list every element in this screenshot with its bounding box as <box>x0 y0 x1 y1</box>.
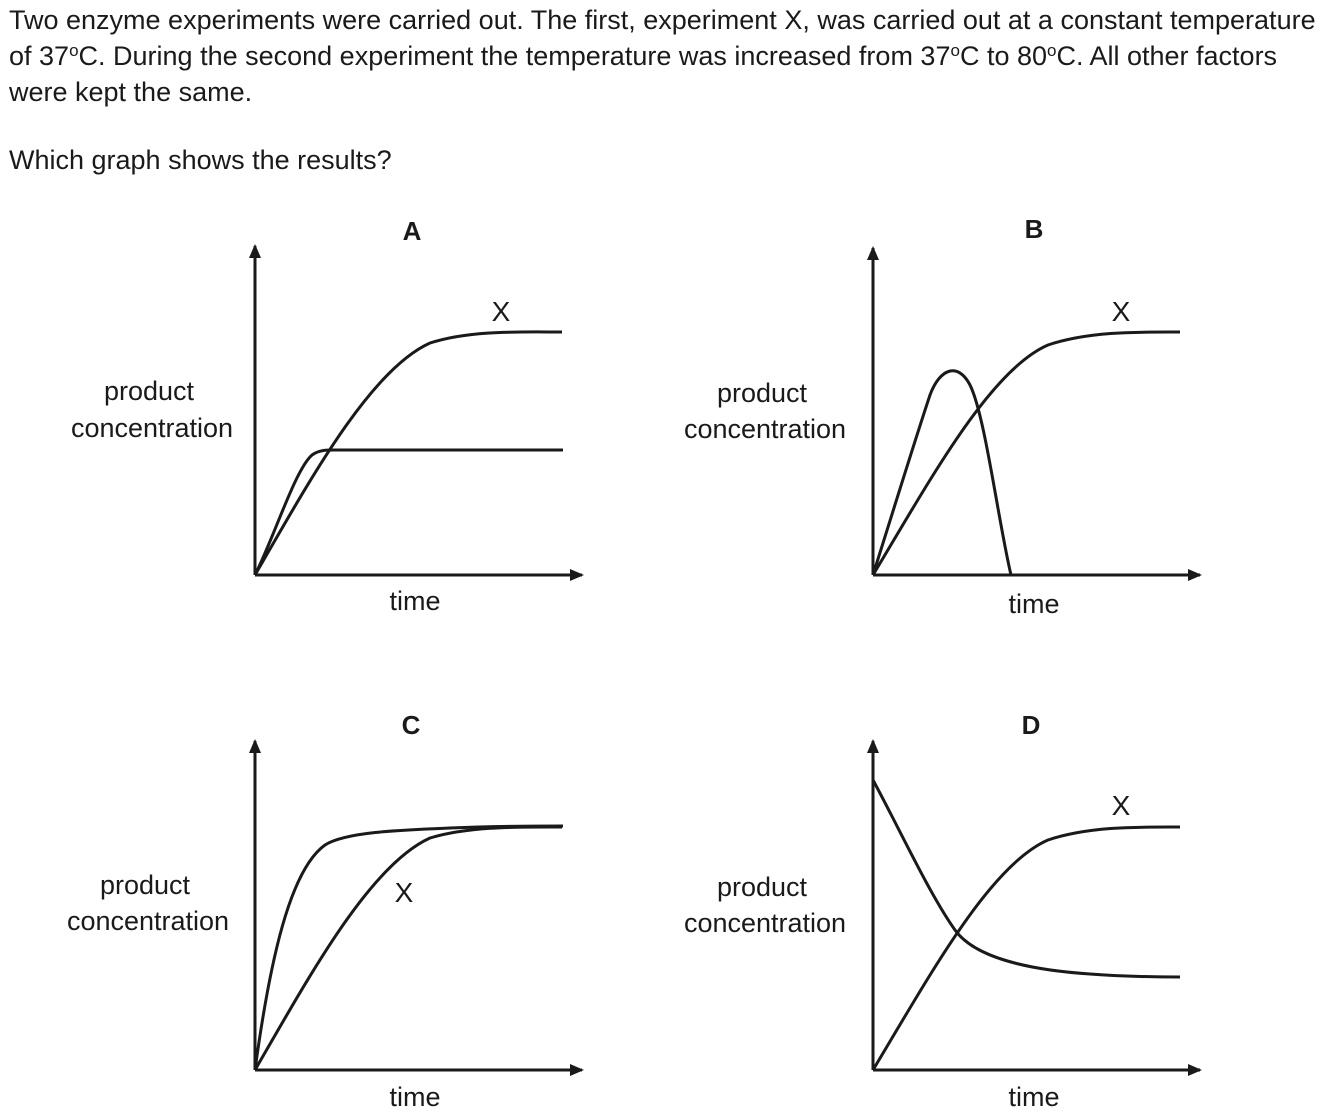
graph-c-letter: C <box>402 710 421 740</box>
graph-d[interactable]: D product concentration time X <box>684 710 1202 1112</box>
graph-b-letter: B <box>1025 214 1044 244</box>
graph-a-curve-x <box>253 330 563 576</box>
graph-b-ylabel-line1: product <box>717 378 808 408</box>
graph-c-curve-x <box>253 825 563 1071</box>
graph-b-ylabel-line2: concentration <box>684 414 846 444</box>
graph-d-curve-label: X <box>1112 790 1131 821</box>
question-prompt: Which graph shows the results? <box>9 145 392 175</box>
graph-a-curve-second <box>253 448 563 576</box>
graph-b-curve-x <box>871 330 1181 576</box>
graph-c-curve-label: X <box>395 877 414 908</box>
graph-a[interactable]: A product concentration time X <box>71 216 584 616</box>
graph-a-ylabel-line1: product <box>104 376 195 406</box>
graph-b-curve-second <box>871 369 1013 576</box>
graph-d-letter: D <box>1022 710 1041 740</box>
graph-d-xlabel: time <box>1008 1082 1059 1112</box>
graph-c-xlabel: time <box>389 1082 440 1112</box>
graph-b[interactable]: B product concentration time X <box>684 214 1202 619</box>
graph-b-curve-label: X <box>1112 296 1131 327</box>
graph-c-ylabel-line1: product <box>100 870 191 900</box>
graph-a-curve-label: X <box>492 296 511 327</box>
graph-a-xlabel: time <box>389 586 440 616</box>
graph-a-letter: A <box>403 216 422 246</box>
graph-c-curve-second <box>253 824 564 1071</box>
graph-d-ylabel-line2: concentration <box>684 908 846 938</box>
stem-text: Two enzyme experiments were carried out.… <box>9 5 1316 107</box>
graph-d-ylabel-line1: product <box>717 872 808 902</box>
graph-c[interactable]: C product concentration time X <box>67 710 584 1112</box>
graph-b-xlabel: time <box>1008 589 1059 619</box>
graph-d-curve-second <box>871 779 1181 979</box>
graph-d-curve-x <box>871 825 1181 1071</box>
graph-c-ylabel-line2: concentration <box>67 906 229 936</box>
question-stem: Two enzyme experiments were carried out.… <box>9 2 1334 110</box>
graph-a-ylabel-line2: concentration <box>71 413 233 443</box>
